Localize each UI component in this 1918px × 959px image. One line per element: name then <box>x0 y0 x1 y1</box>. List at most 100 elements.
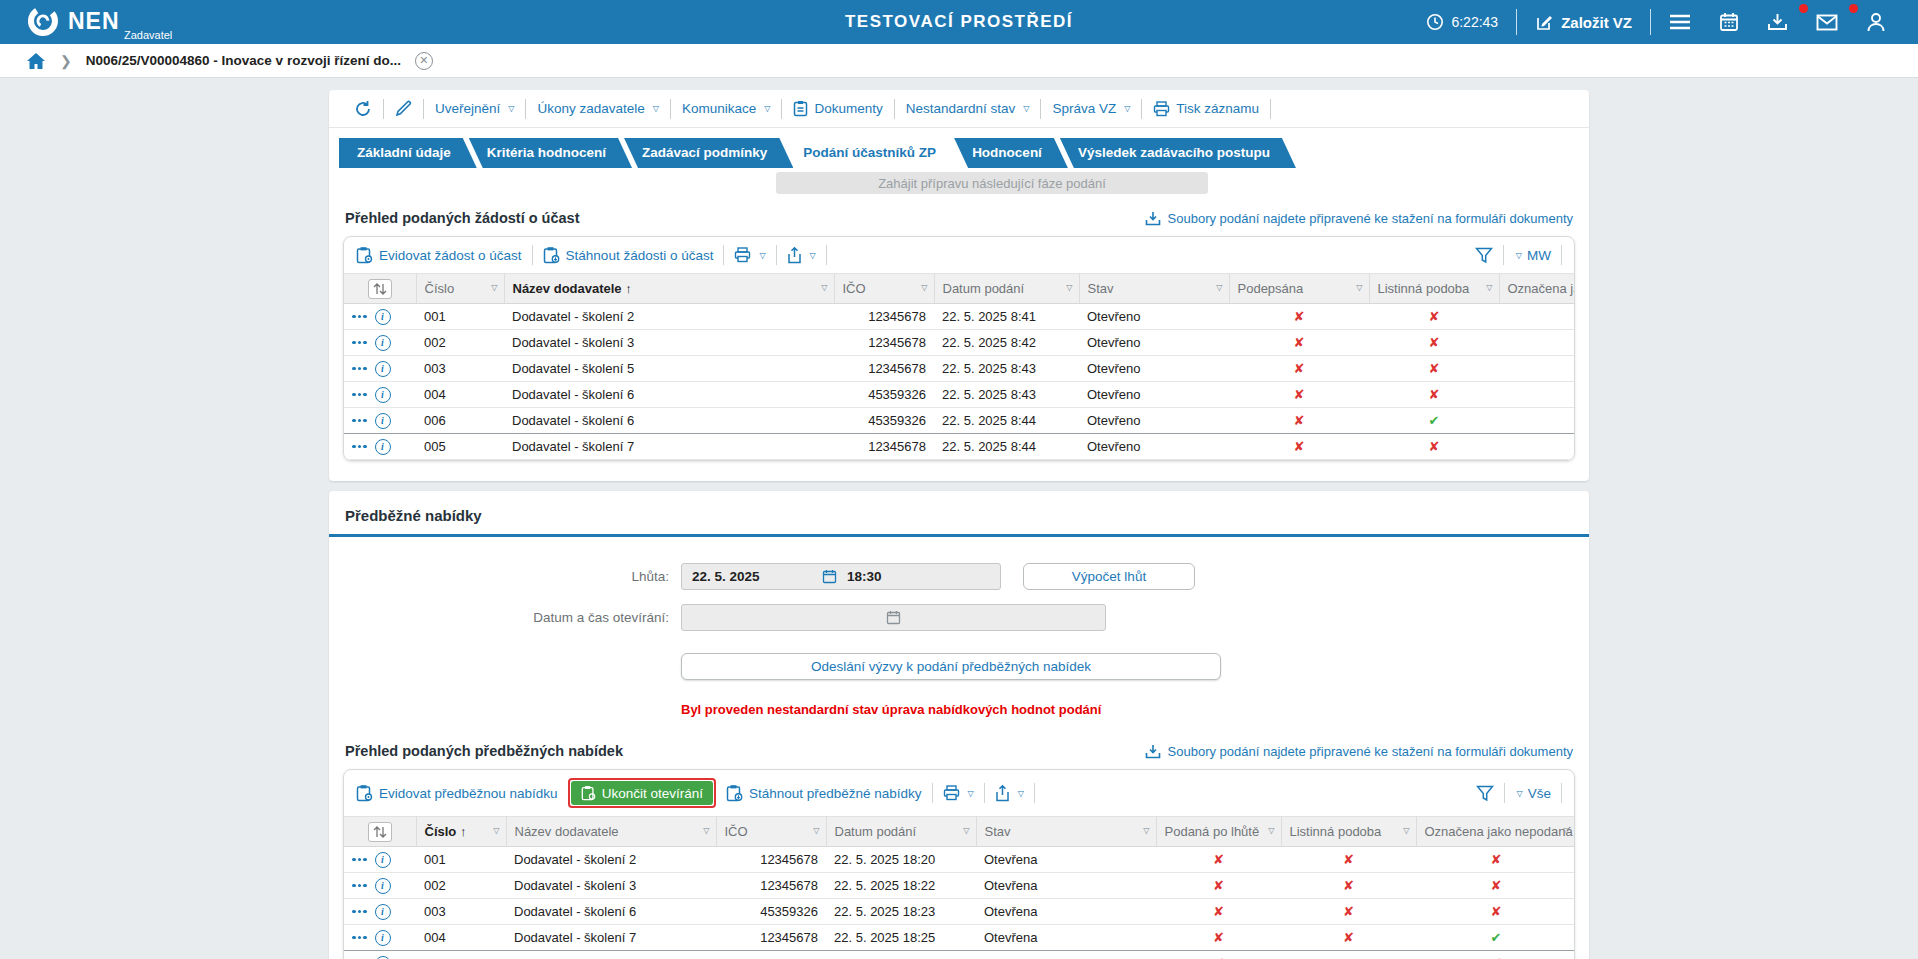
stahnout-nabidky-button[interactable]: Stáhnout předběžné nabídky <box>726 784 922 802</box>
print-record-button[interactable]: Tisk záznamu <box>1142 101 1270 117</box>
row-menu-icon[interactable] <box>352 393 367 397</box>
home-icon[interactable] <box>26 52 46 70</box>
tab-vysledek[interactable]: Výsledek zadávacího postupu <box>1060 138 1296 168</box>
row-menu-icon[interactable] <box>352 341 367 345</box>
filter-icon[interactable] <box>1476 785 1494 802</box>
header-ico[interactable]: IČO▽ <box>834 274 934 304</box>
column-settings-icon[interactable] <box>368 279 392 299</box>
row-menu-icon[interactable] <box>352 910 367 914</box>
table-row[interactable]: i 002Dodavatel - školení 3 1234567822. 5… <box>344 330 1575 356</box>
info-icon[interactable]: i <box>375 930 391 946</box>
header-cislo[interactable]: Číslo▽ <box>416 274 504 304</box>
header-listinna-podoba[interactable]: Listinná podoba▽ <box>1369 274 1499 304</box>
deadline-date-value[interactable]: 22. 5. 2025 <box>692 569 812 584</box>
profile-button[interactable] <box>1852 8 1900 36</box>
column-settings-header[interactable] <box>344 274 416 304</box>
header-datum-podani[interactable]: Datum podání▽ <box>826 817 976 847</box>
vypocet-lhut-button[interactable]: Výpočet lhůt <box>1023 563 1195 590</box>
menu-komunikace[interactable]: Komunikace▽ <box>671 101 781 116</box>
menu-button[interactable] <box>1655 8 1705 36</box>
table-row[interactable]: i 005Dodavatel - školení 6 4535932622. 5… <box>344 951 1575 959</box>
row-menu-icon[interactable] <box>352 419 367 423</box>
header-datum-podani[interactable]: Datum podání▽ <box>934 274 1079 304</box>
tab-podani-ucastniku[interactable]: Podání účastníků ZP <box>785 138 962 168</box>
table-row-selected[interactable]: i 004Dodavatel - školení 7 1234567822. 5… <box>344 925 1575 951</box>
table-row[interactable]: i 001Dodavatel - školení 2 1234567822. 5… <box>344 847 1575 873</box>
export-table-button[interactable]: ▽ <box>787 247 816 264</box>
header-oznacena[interactable]: Označena jako nepodaná▽ <box>1416 817 1575 847</box>
header-stav[interactable]: Stav▽ <box>976 817 1156 847</box>
filter-icon[interactable] <box>1475 247 1493 264</box>
header-nazev-dodavatele[interactable]: Název dodavatele▽ <box>506 817 716 847</box>
stahnout-zadosti-button[interactable]: Stáhnout žádosti o účast <box>543 246 714 264</box>
header-cislo[interactable]: Číslo ↑▽ <box>416 817 506 847</box>
column-settings-icon[interactable] <box>368 822 392 842</box>
row-menu-icon[interactable] <box>352 445 367 449</box>
evidovat-zadost-button[interactable]: Evidovat žádost o účast <box>356 246 522 264</box>
ukoncit-otevirani-button[interactable]: Ukončit otevírání <box>571 781 713 805</box>
export-table-button[interactable]: ▽ <box>995 785 1024 802</box>
info-icon[interactable]: i <box>375 387 391 403</box>
table-row[interactable]: i 003Dodavatel - školení 5 1234567822. 5… <box>344 356 1575 382</box>
menu-ukony-zadavatele[interactable]: Úkony zadavatele▽ <box>526 101 669 116</box>
header-nazev-dodavatele[interactable]: Název dodavatele ↑▽ <box>504 274 834 304</box>
info-icon[interactable]: i <box>375 852 391 868</box>
messages-button[interactable] <box>1802 8 1852 36</box>
tab-kriteria-hodnoceni[interactable]: Kritéria hodnocení <box>469 138 632 168</box>
header-stav[interactable]: Stav▽ <box>1079 274 1229 304</box>
row-menu-icon[interactable] <box>352 315 367 319</box>
table-row[interactable]: i 003Dodavatel - školení 6 4535932622. 5… <box>344 899 1575 925</box>
info-icon[interactable]: i <box>375 361 391 377</box>
info-icon[interactable]: i <box>375 439 391 455</box>
info-icon[interactable]: i <box>375 956 391 959</box>
tab-hodnoceni[interactable]: Hodnocení <box>954 138 1068 168</box>
print-table-button[interactable]: ▽ <box>943 785 974 801</box>
table-row-selected[interactable]: i 006Dodavatel - školení 6 4535932622. 5… <box>344 408 1575 434</box>
header-podepsana[interactable]: Podepsána▽ <box>1229 274 1369 304</box>
header-ico[interactable]: IČO▽ <box>716 817 826 847</box>
row-menu-icon[interactable] <box>352 367 367 371</box>
tab-zakladni-udaje[interactable]: Základní údaje <box>339 138 477 168</box>
menu-sprava-vz[interactable]: Správa VZ▽ <box>1041 101 1141 116</box>
breadcrumb-item[interactable]: N006/25/V00004860 - Inovace v rozvoji ří… <box>86 53 401 68</box>
row-menu-icon[interactable] <box>352 858 367 862</box>
header-podana-po-lhute[interactable]: Podaná po lhůtě▽ <box>1156 817 1281 847</box>
edit-record-button[interactable] <box>384 100 423 117</box>
table-row[interactable]: i 002Dodavatel - školení 3 1234567822. 5… <box>344 873 1575 899</box>
tab-zadavaci-podminky[interactable]: Zadávací podmínky <box>624 138 793 168</box>
menu-nestandardni-stav[interactable]: Nestandardní stav▽ <box>895 101 1041 116</box>
refresh-button[interactable] <box>343 100 383 118</box>
print-table-button[interactable]: ▽ <box>734 247 765 263</box>
info-icon[interactable]: i <box>375 335 391 351</box>
info-icon[interactable]: i <box>375 904 391 920</box>
header-oznacena[interactable]: Označena jako nepodaná <box>1499 274 1575 304</box>
deadline-input[interactable]: 22. 5. 2025 18:30 <box>681 563 1001 590</box>
row-menu-icon[interactable] <box>352 884 367 888</box>
info-icon[interactable]: i <box>375 878 391 894</box>
opening-datetime-input[interactable] <box>681 604 1106 631</box>
menu-uverejneni[interactable]: Uveřejnění▽ <box>424 101 525 116</box>
menu-dokumenty[interactable]: Dokumenty <box>782 100 893 117</box>
files-download-link[interactable]: Soubory podání najdete připravené ke sta… <box>1145 211 1573 226</box>
create-vz-button[interactable]: Založit VZ <box>1521 8 1646 36</box>
close-tab-icon[interactable]: ✕ <box>415 52 433 70</box>
table-row[interactable]: i 004Dodavatel - školení 6 4535932622. 5… <box>344 382 1575 408</box>
downloads-button[interactable] <box>1753 8 1802 36</box>
next-phase-button[interactable]: Zahájit přípravu následující fáze podání <box>776 172 1208 194</box>
calendar-icon[interactable] <box>822 569 837 584</box>
row-menu-icon[interactable] <box>352 936 367 940</box>
view-selector[interactable]: ▽ Vše <box>1515 786 1551 801</box>
info-icon[interactable]: i <box>375 309 391 325</box>
calendar-button[interactable] <box>1705 8 1753 36</box>
deadline-time-value[interactable]: 18:30 <box>847 569 882 584</box>
nen-logo[interactable]: NEN Zadavatel <box>26 4 172 41</box>
column-settings-header[interactable] <box>344 817 416 847</box>
send-call-button[interactable]: Odeslání výzvy k podání předběžných nabí… <box>681 653 1221 680</box>
header-listinna-podoba[interactable]: Listinná podoba▽ <box>1281 817 1416 847</box>
table-row[interactable]: i 001Dodavatel - školení 2 1234567822. 5… <box>344 304 1575 330</box>
view-selector[interactable]: ▽ MW <box>1514 248 1551 263</box>
table-row[interactable]: i 005Dodavatel - školení 7 1234567822. 5… <box>344 434 1575 460</box>
evidovat-nabidku-button[interactable]: Evidovat předběžnou nabídku <box>356 784 558 802</box>
info-icon[interactable]: i <box>375 413 391 429</box>
files-download-link[interactable]: Soubory podání najdete připravené ke sta… <box>1145 744 1573 759</box>
